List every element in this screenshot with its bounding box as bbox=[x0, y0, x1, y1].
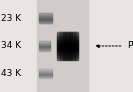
Bar bbox=[39, 74, 52, 75]
Bar bbox=[57, 35, 78, 36]
Bar bbox=[39, 76, 52, 77]
Text: 34 K: 34 K bbox=[1, 41, 21, 51]
Bar bbox=[39, 44, 50, 45]
Bar bbox=[62, 32, 63, 60]
Bar bbox=[39, 19, 52, 20]
Bar bbox=[39, 20, 52, 21]
Bar bbox=[39, 75, 52, 76]
Bar bbox=[57, 55, 78, 56]
Bar bbox=[57, 51, 78, 52]
Bar bbox=[66, 32, 67, 60]
Bar bbox=[57, 50, 78, 51]
Bar bbox=[39, 50, 50, 51]
Bar bbox=[67, 32, 68, 60]
Bar bbox=[57, 32, 78, 33]
Bar bbox=[57, 41, 78, 42]
Bar bbox=[39, 70, 52, 71]
Bar bbox=[57, 43, 78, 44]
Bar bbox=[39, 71, 52, 72]
Bar bbox=[57, 57, 78, 58]
Bar bbox=[39, 13, 52, 14]
Bar bbox=[57, 46, 78, 47]
Bar bbox=[57, 56, 78, 57]
Bar bbox=[57, 36, 78, 37]
Bar bbox=[70, 32, 71, 60]
Bar bbox=[57, 39, 78, 40]
Bar bbox=[39, 41, 50, 42]
Bar bbox=[57, 45, 78, 46]
Bar bbox=[39, 16, 52, 17]
Bar bbox=[78, 32, 79, 60]
Bar bbox=[65, 32, 66, 60]
Bar bbox=[57, 47, 78, 48]
Bar bbox=[63, 32, 64, 60]
Bar bbox=[57, 59, 78, 60]
Bar bbox=[57, 44, 78, 45]
Bar bbox=[73, 32, 74, 60]
Bar bbox=[58, 32, 59, 60]
Bar bbox=[74, 32, 75, 60]
Bar bbox=[39, 47, 50, 48]
Bar bbox=[57, 40, 78, 41]
Bar bbox=[37, 0, 88, 92]
Bar bbox=[60, 32, 61, 60]
Bar bbox=[39, 21, 52, 22]
Bar bbox=[57, 42, 78, 43]
Bar bbox=[57, 52, 78, 53]
Bar bbox=[39, 73, 52, 74]
Bar bbox=[39, 45, 50, 46]
Bar bbox=[39, 42, 50, 43]
Bar bbox=[77, 32, 78, 60]
Bar bbox=[39, 14, 52, 15]
Bar bbox=[72, 32, 73, 60]
Bar bbox=[57, 38, 78, 39]
Bar bbox=[64, 32, 65, 60]
Bar bbox=[71, 32, 72, 60]
Bar bbox=[57, 37, 78, 38]
Bar bbox=[39, 22, 52, 23]
Text: 43 K: 43 K bbox=[1, 69, 21, 78]
Bar bbox=[69, 32, 70, 60]
Bar bbox=[75, 32, 76, 60]
Bar bbox=[57, 58, 78, 59]
Bar bbox=[39, 77, 52, 78]
Bar bbox=[39, 15, 52, 16]
Bar bbox=[39, 18, 52, 19]
Bar bbox=[57, 53, 78, 54]
Text: PTTG: PTTG bbox=[127, 41, 133, 51]
Bar bbox=[59, 32, 60, 60]
Bar bbox=[39, 72, 52, 73]
Bar bbox=[57, 49, 78, 50]
Bar bbox=[61, 32, 62, 60]
Bar bbox=[39, 69, 52, 70]
Bar bbox=[57, 33, 78, 34]
Bar bbox=[39, 49, 50, 50]
Bar bbox=[39, 48, 50, 49]
Bar bbox=[68, 32, 69, 60]
Bar bbox=[57, 54, 78, 55]
Bar bbox=[76, 32, 77, 60]
Bar bbox=[39, 17, 52, 18]
Text: 23 K: 23 K bbox=[1, 14, 21, 23]
Bar bbox=[57, 48, 78, 49]
Bar bbox=[39, 43, 50, 44]
Bar bbox=[39, 46, 50, 47]
Bar bbox=[57, 32, 58, 60]
